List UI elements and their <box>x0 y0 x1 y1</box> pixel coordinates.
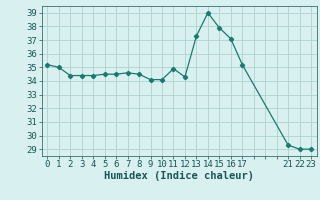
X-axis label: Humidex (Indice chaleur): Humidex (Indice chaleur) <box>104 171 254 181</box>
